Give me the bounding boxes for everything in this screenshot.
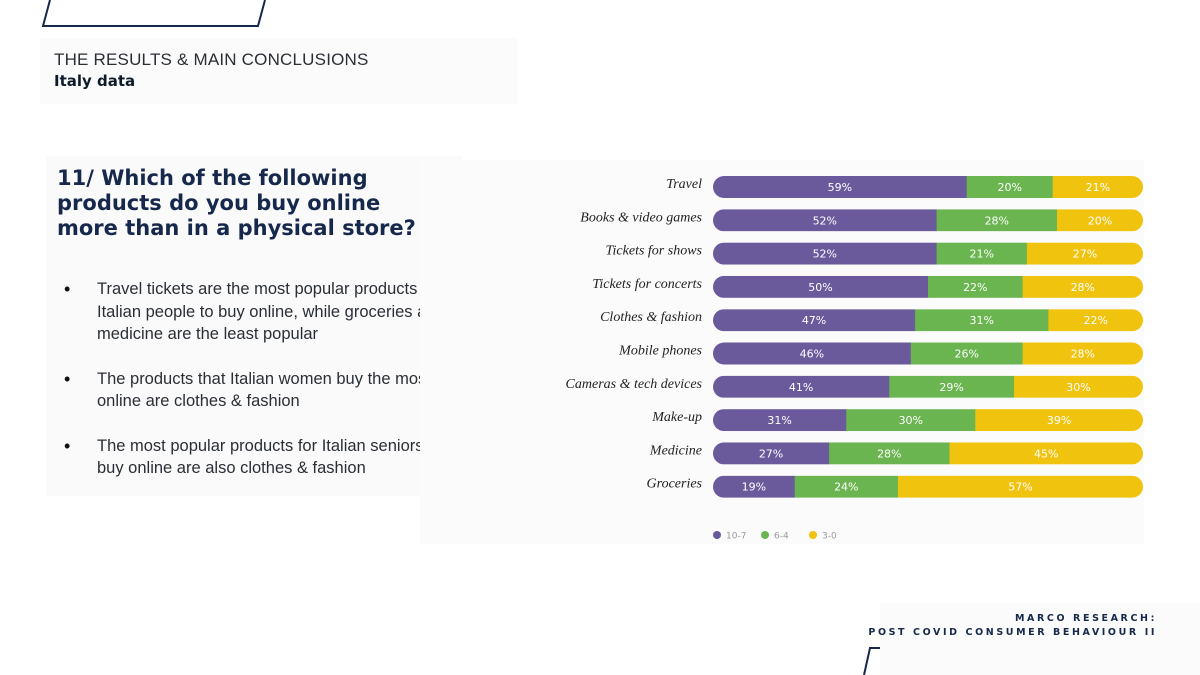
bar-segment [713,242,938,265]
bar-segment [846,409,976,432]
data-label: 21% [970,248,994,261]
data-label: 19% [742,481,766,494]
bullet-dot-icon: • [64,368,71,389]
bullet-dot-icon: • [64,435,71,456]
bar-segment [1052,176,1143,198]
legend-label: 6-4 [774,532,789,542]
footer-box [880,603,1200,675]
data-label: 22% [963,281,987,294]
legend-marker [761,531,769,539]
bullet-item: • The most popular products for Italian … [62,435,452,480]
bar-segment [713,209,938,232]
bar-segment [794,475,899,498]
category-label: Tickets for concerts [592,277,702,292]
brand-line-2: POST COVID CONSUMER BEHAVIOUR II [868,627,1157,638]
question-title: 11/ Which of the following products do y… [57,166,416,240]
category-label: Groceries [647,477,703,492]
data-label: 22% [1083,314,1107,327]
data-label: 20% [997,181,1021,194]
data-label: 21% [1086,181,1110,194]
data-label: 27% [1073,248,1097,261]
bar-segment [1022,342,1143,365]
data-label: 26% [954,348,978,361]
data-label: 57% [1008,481,1032,494]
category-label: Cameras & tech devices [566,377,703,392]
bar-segment [713,409,847,432]
bar-segment [713,309,916,332]
chart-panel: Travel 59% 20% 21% Books & video games 52% 28%… [420,160,1144,544]
data-label: 52% [813,214,837,227]
bar-segment [713,176,968,198]
category-label: Books & video games [580,210,702,225]
bullet-dot-icon: • [64,279,71,299]
bullet-item: • Travel tickets are the most popular pr… [62,278,452,346]
bar-segment [1022,275,1143,298]
data-label: 47% [802,314,826,327]
bar-segment [713,475,796,498]
data-label: 39% [1047,414,1071,427]
bullet-text: Travel tickets are the most popular prod… [97,280,445,343]
bar-segment [1014,375,1143,398]
legend-marker [809,531,817,539]
bar-segment [975,409,1143,432]
bar-segment [713,342,912,365]
bar-segment [713,275,929,298]
brand-footer: MARCO RESEARCH: POST COVID CONSUMER BEHA… [868,612,1157,640]
data-label: 24% [834,481,858,494]
bar-segment [1048,309,1143,332]
bar-segment [936,209,1058,232]
data-label: 29% [939,381,963,394]
category-label: Mobile phones [618,344,702,359]
category-label: Clothes & fashion [600,310,702,325]
bar-segment [936,242,1028,265]
data-label: 30% [899,414,923,427]
bullet-text: The products that Italian women buy the … [97,369,431,411]
data-label: 59% [828,181,852,194]
bar-segment [713,375,890,398]
data-label: 28% [1071,281,1095,294]
bar-segment [1026,242,1143,265]
data-label: 30% [1066,381,1090,394]
category-label: Travel [666,177,702,192]
data-label: 41% [789,381,813,394]
bar-segment [1057,209,1143,232]
data-label: 31% [767,414,791,427]
brand-line-1: MARCO RESEARCH: [1014,613,1157,624]
header-box [40,38,518,104]
bar-segment [949,442,1143,465]
section-label: THE RESULTS & MAIN CONCLUSIONS [54,50,369,69]
data-label: 28% [877,447,901,460]
bullet-list: • Travel tickets are the most popular pr… [62,278,452,502]
data-label: 31% [970,314,994,327]
header-frame-decoration [41,0,266,27]
legend-label: 10-7 [726,532,746,542]
bar-segment [897,475,1143,498]
data-label: 46% [800,348,824,361]
bar-segment [915,309,1049,332]
category-label: Make-up [651,410,702,425]
bar-segment [829,442,950,465]
bar-segment [966,176,1054,198]
page-subtitle: Italy data [54,72,136,90]
data-label: 45% [1034,447,1058,460]
legend-marker [713,531,721,539]
data-label: 52% [813,248,837,261]
bar-segment [928,275,1024,298]
bar-segment [910,342,1024,365]
bullet-item: • The products that Italian women buy th… [62,368,452,413]
bar-segment [889,375,1015,398]
left-panel [46,156,462,496]
data-label: 27% [759,447,783,460]
data-label: 50% [808,281,832,294]
legend-label: 3-0 [822,532,837,542]
bullet-text: The most popular products for Italian se… [97,436,442,478]
data-label: 28% [985,214,1009,227]
category-label: Tickets for shows [606,244,703,259]
data-label: 20% [1088,214,1112,227]
bar-segment [713,442,830,465]
stacked-bar-chart: Travel 59% 20% 21% Books & video games 52% 28%… [566,176,1143,542]
category-label: Medicine [649,443,702,458]
data-label: 28% [1071,348,1095,361]
